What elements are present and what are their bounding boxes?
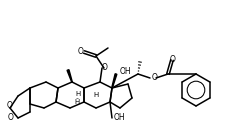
Text: O: O bbox=[102, 63, 108, 72]
Text: OH: OH bbox=[114, 114, 126, 122]
Polygon shape bbox=[112, 74, 117, 88]
Polygon shape bbox=[67, 70, 72, 82]
Text: H: H bbox=[93, 92, 99, 98]
Text: O: O bbox=[78, 48, 84, 57]
Text: O: O bbox=[152, 72, 158, 82]
Text: H: H bbox=[75, 91, 81, 97]
Text: O: O bbox=[7, 102, 13, 111]
Text: O: O bbox=[8, 114, 14, 122]
Text: H̄: H̄ bbox=[74, 99, 80, 105]
Text: O: O bbox=[170, 55, 176, 63]
Text: OH: OH bbox=[120, 68, 132, 77]
